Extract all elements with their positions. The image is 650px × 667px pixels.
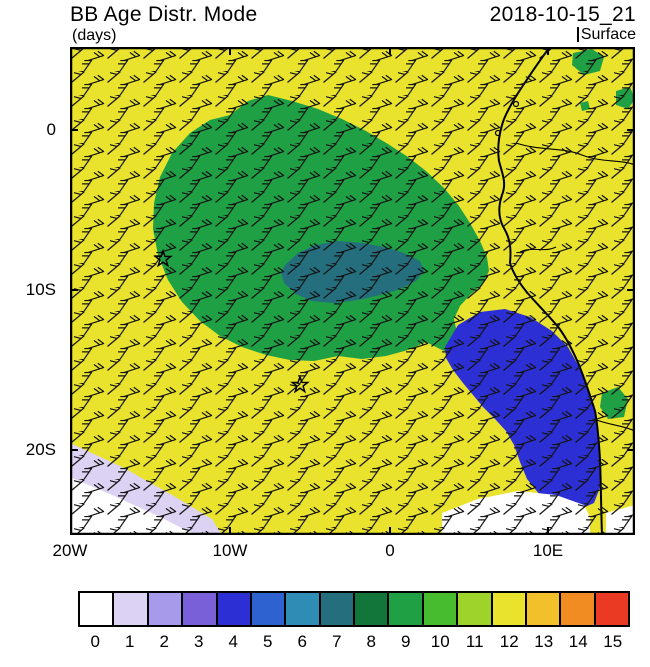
colorbar-tick-label: 6 <box>297 632 307 651</box>
plot-datetime: 2018-10-15_21 <box>489 3 636 26</box>
star-marker-2 <box>290 374 310 394</box>
colorbar-tick-label: 7 <box>332 632 342 651</box>
x-axis-label: 10E <box>532 541 564 560</box>
colorbar-cell <box>251 593 287 625</box>
map-frame <box>70 47 635 535</box>
colorbar-tick-label: 10 <box>430 632 450 651</box>
colorbar-tick-label: 3 <box>194 632 204 651</box>
plot-title: BB Age Distr. Mode <box>70 3 258 26</box>
map-border <box>70 47 635 535</box>
colorbar-tick-label: 15 <box>603 632 623 651</box>
level-tick-mark <box>576 27 579 42</box>
x-axis-label: 20W <box>52 541 88 560</box>
colorbar-cell <box>423 593 459 625</box>
y-axis-label: 0 <box>46 120 56 139</box>
colorbar-tick-label: 2 <box>159 632 169 651</box>
colorbar-cell <box>458 593 493 625</box>
colorbar-tick-label: 1 <box>125 632 135 651</box>
colorbar-tick-label: 11 <box>465 632 484 651</box>
units-label: (days) <box>72 27 117 44</box>
colorbar-cell <box>526 593 562 625</box>
colorbar-tick-label: 13 <box>534 632 554 651</box>
map-plot <box>70 47 635 535</box>
y-axis-label: 10S <box>25 280 56 299</box>
colorbar-tick-label: 5 <box>263 632 273 651</box>
colorbar-cell <box>320 593 355 625</box>
colorbar-cells <box>78 591 630 627</box>
colorbar-cell <box>114 593 149 625</box>
level-label-text: Surface <box>580 26 636 43</box>
colorbar-cell <box>183 593 218 625</box>
colorbar-cell <box>148 593 184 625</box>
level-label: Surface <box>576 26 636 44</box>
colorbar-cell <box>492 593 527 625</box>
colorbar-cell <box>217 593 252 625</box>
colorbar-tick-label: 12 <box>499 632 519 651</box>
colorbar-cell <box>286 593 321 625</box>
colorbar-tick-label: 8 <box>366 632 376 651</box>
wind-barbs-overlay <box>70 47 635 535</box>
colorbar-tick-label: 9 <box>401 632 411 651</box>
colorbar-tick-label: 4 <box>228 632 238 651</box>
colorbar-labels: 0 1 2 3 4 5 6 7 8 9 10 11 12 13 14 15 <box>78 632 630 652</box>
axis-ticks <box>70 47 635 535</box>
colorbar-cell <box>389 593 424 625</box>
x-axis-label: 10W <box>212 541 248 560</box>
colorbar-tick-label: 14 <box>568 632 588 651</box>
colorbar-cell <box>595 593 628 625</box>
colorbar: 0 1 2 3 4 5 6 7 8 9 10 11 12 13 14 15 <box>78 591 630 652</box>
star-marker-1 <box>153 248 173 268</box>
x-axis-label: 0 <box>385 541 395 560</box>
colorbar-cell <box>80 593 115 625</box>
colorbar-tick-label: 0 <box>90 632 100 651</box>
colorbar-cell <box>355 593 390 625</box>
y-axis-label: 20S <box>25 440 56 459</box>
colorbar-cell <box>561 593 596 625</box>
